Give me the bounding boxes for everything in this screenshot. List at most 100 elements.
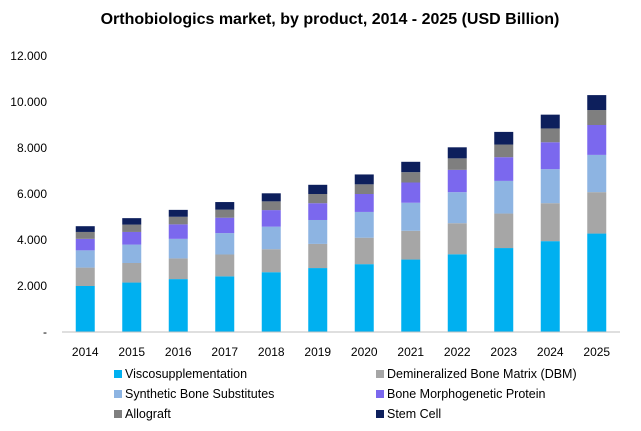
bar-stack-2016 xyxy=(168,209,188,332)
bar-segment-viscosupplementation xyxy=(122,282,142,332)
bar-segment-viscosupplementation xyxy=(354,264,374,332)
bar-segment-allograft xyxy=(354,184,374,194)
bar-segment-synthetic-bone-substitutes xyxy=(587,154,607,193)
x-tick-label: 2024 xyxy=(537,345,564,359)
bar-segment-viscosupplementation xyxy=(168,279,188,332)
bar-segment-synthetic-bone-substitutes xyxy=(540,169,560,204)
legend-swatch xyxy=(376,390,384,398)
bar-segment-allograft xyxy=(587,110,607,125)
bar-segment-demineralized-bone-matrix-dbm xyxy=(494,213,514,249)
x-tick-label: 2021 xyxy=(397,345,424,359)
bar-segment-demineralized-bone-matrix-dbm xyxy=(122,263,142,283)
bar-segment-demineralized-bone-matrix-dbm xyxy=(168,258,188,280)
bar-segment-bone-morphogenetic-protein xyxy=(261,210,281,227)
bar-segment-synthetic-bone-substitutes xyxy=(261,226,281,250)
bar-stack-2015 xyxy=(122,218,142,332)
bar-segment-bone-morphogenetic-protein xyxy=(168,224,188,239)
bar-segment-synthetic-bone-substitutes xyxy=(308,219,328,244)
bar-stack-2017 xyxy=(215,202,235,332)
bar-segment-stem-cell xyxy=(447,147,467,159)
y-tick-label: 12.000 xyxy=(10,49,47,63)
legend-label: Allograft xyxy=(125,407,171,421)
bar-segment-demineralized-bone-matrix-dbm xyxy=(540,203,560,242)
y-tick-label: 10.000 xyxy=(10,95,47,109)
bar-segment-allograft xyxy=(168,216,188,225)
bar-segment-stem-cell xyxy=(122,218,142,225)
y-tick-label: 8.000 xyxy=(17,141,47,155)
bar-stack-2022 xyxy=(447,147,467,332)
legend-label: Viscosupplementation xyxy=(125,367,247,381)
x-tick-label: 2020 xyxy=(351,345,378,359)
chart-title: Orthobiologics market, by product, 2014 … xyxy=(101,11,560,28)
bar-segment-viscosupplementation xyxy=(308,268,328,332)
bar-segment-allograft xyxy=(447,158,467,170)
bar-segment-viscosupplementation xyxy=(447,254,467,332)
bar-segment-stem-cell xyxy=(401,161,421,173)
legend-swatch xyxy=(114,370,122,378)
bar-stack-2024 xyxy=(540,114,560,332)
bar-segment-allograft xyxy=(261,201,281,211)
bar-segment-synthetic-bone-substitutes xyxy=(401,202,421,231)
legend-label: Synthetic Bone Substitutes xyxy=(125,387,274,401)
bar-segment-stem-cell xyxy=(494,131,514,145)
bar-segment-stem-cell xyxy=(261,193,281,202)
bar-segment-synthetic-bone-substitutes xyxy=(215,233,235,255)
bar-segment-stem-cell xyxy=(540,114,560,129)
legend-swatch xyxy=(376,370,384,378)
y-tick-label: 6.000 xyxy=(17,187,47,201)
x-axis: 2014 2015 2016 2017 2018 2019 2020 2021 2022 2023… xyxy=(72,345,611,359)
bar-segment-allograft xyxy=(540,128,560,143)
y-tick-label: - xyxy=(43,325,47,339)
bar-segment-allograft xyxy=(308,194,328,204)
y-tick-label: 2.000 xyxy=(17,279,47,293)
legend-swatch xyxy=(376,410,384,418)
bar-segment-viscosupplementation xyxy=(587,233,607,332)
legend-label: Bone Morphogenetic Protein xyxy=(387,387,545,401)
bar-segment-bone-morphogenetic-protein xyxy=(354,194,374,212)
bar-segment-allograft xyxy=(75,231,95,239)
bar-area xyxy=(75,95,607,332)
legend-label: Demineralized Bone Matrix (DBM) xyxy=(387,367,577,381)
bar-segment-stem-cell xyxy=(75,226,95,232)
x-tick-label: 2018 xyxy=(258,345,285,359)
bar-segment-demineralized-bone-matrix-dbm xyxy=(401,230,421,260)
legend-label: Stem Cell xyxy=(387,407,441,421)
x-tick-label: 2017 xyxy=(211,345,238,359)
bar-segment-bone-morphogenetic-protein xyxy=(308,203,328,220)
bar-segment-synthetic-bone-substitutes xyxy=(447,192,467,224)
bar-segment-stem-cell xyxy=(587,95,607,111)
bar-stack-2019 xyxy=(308,184,328,332)
bar-segment-bone-morphogenetic-protein xyxy=(401,182,421,203)
bar-segment-allograft xyxy=(122,224,142,232)
x-tick-label: 2016 xyxy=(165,345,192,359)
bar-segment-stem-cell xyxy=(215,202,235,210)
bar-segment-viscosupplementation xyxy=(401,259,421,332)
bar-segment-demineralized-bone-matrix-dbm xyxy=(587,192,607,234)
bar-stack-2021 xyxy=(401,161,421,332)
bar-stack-2018 xyxy=(261,193,281,332)
bar-segment-stem-cell xyxy=(308,184,328,194)
bar-segment-demineralized-bone-matrix-dbm xyxy=(447,223,467,255)
bar-segment-bone-morphogenetic-protein xyxy=(540,142,560,170)
bar-segment-synthetic-bone-substitutes xyxy=(168,238,188,259)
bar-segment-bone-morphogenetic-protein xyxy=(75,238,95,251)
x-tick-label: 2023 xyxy=(490,345,517,359)
bar-segment-viscosupplementation xyxy=(540,241,560,332)
bar-segment-demineralized-bone-matrix-dbm xyxy=(215,254,235,277)
bar-segment-stem-cell xyxy=(354,174,374,185)
legend: Viscosupplementation Demineralized Bone M… xyxy=(114,367,577,421)
bar-segment-synthetic-bone-substitutes xyxy=(75,250,95,268)
bar-segment-bone-morphogenetic-protein xyxy=(494,157,514,181)
bar-segment-demineralized-bone-matrix-dbm xyxy=(354,237,374,265)
bar-segment-demineralized-bone-matrix-dbm xyxy=(261,249,281,273)
x-tick-label: 2019 xyxy=(304,345,331,359)
bar-segment-viscosupplementation xyxy=(75,286,95,332)
x-tick-label: 2014 xyxy=(72,345,99,359)
bar-stack-2014 xyxy=(75,226,95,332)
y-axis: - 2.000 4.000 6.000 8.000 10.000 12.000 xyxy=(10,49,47,339)
legend-swatch xyxy=(114,390,122,398)
bar-segment-allograft xyxy=(401,172,421,183)
bar-segment-viscosupplementation xyxy=(261,272,281,332)
bar-segment-viscosupplementation xyxy=(215,276,235,332)
